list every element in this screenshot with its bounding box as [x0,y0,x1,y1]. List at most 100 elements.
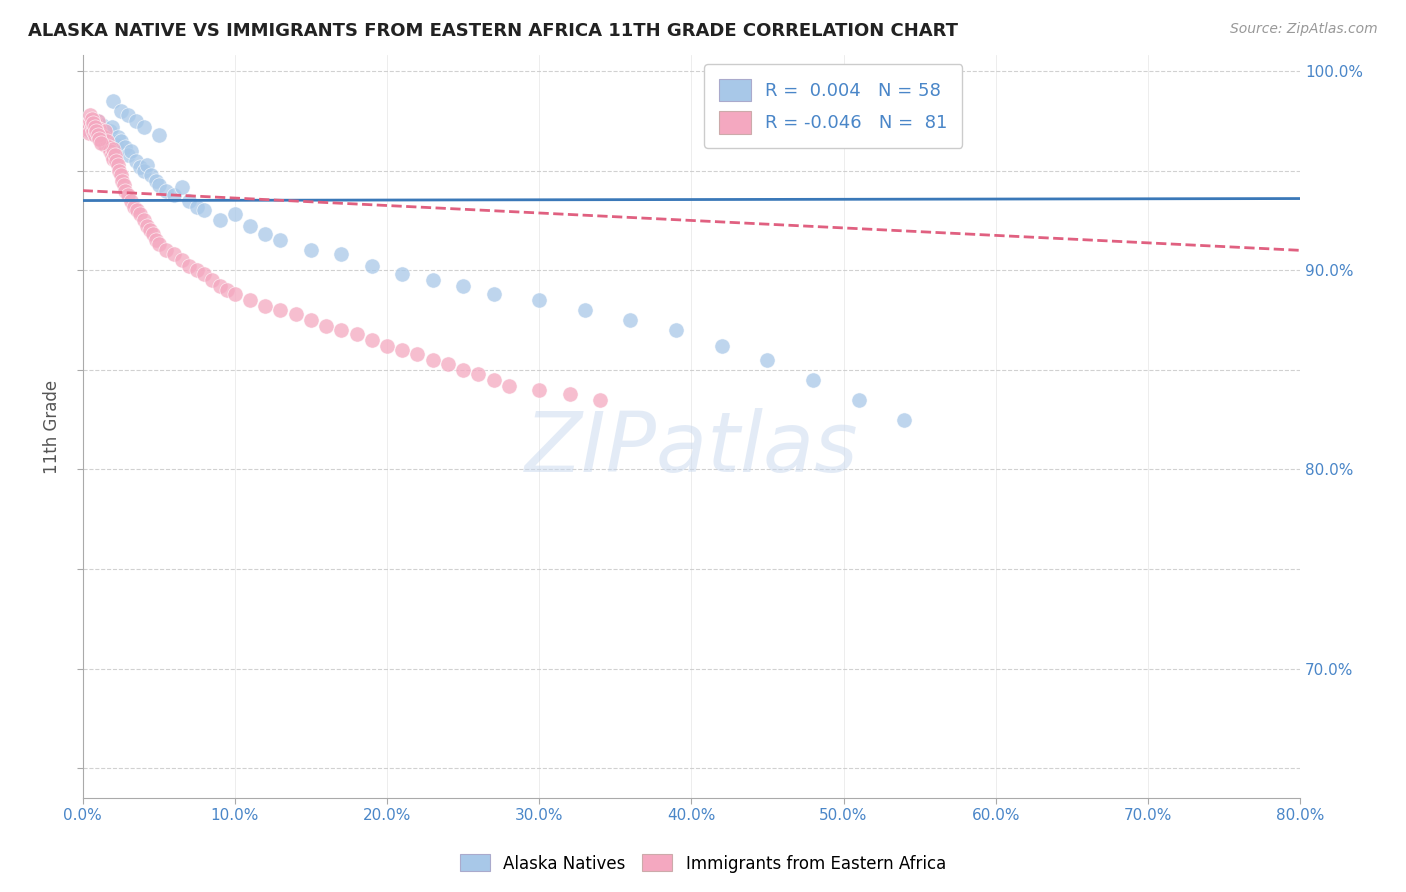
Point [129,160,152,174]
Point [254,299,277,313]
Point [239,293,262,307]
Point [77,126,100,140]
Point [117,108,139,122]
Point [89,121,111,136]
Point [87,114,110,128]
Point [201,273,224,287]
Point [179,194,201,208]
Point [186,200,208,214]
Point [239,219,262,234]
Point [406,347,429,361]
Point [139,168,162,182]
Point [105,137,128,152]
Point [254,227,277,242]
Text: Source: ZipAtlas.com: Source: ZipAtlas.com [1230,22,1378,37]
Point [299,313,322,327]
Point [193,203,215,218]
Point [100,120,122,134]
Point [80,112,103,126]
Point [79,108,101,122]
Point [170,179,193,194]
Point [437,357,460,371]
Point [482,287,505,301]
Point [193,267,215,281]
Point [79,114,101,128]
Point [893,412,915,426]
Point [451,363,474,377]
Point [186,263,208,277]
Point [269,233,291,247]
Point [93,129,115,144]
Point [107,158,129,172]
Point [112,178,135,192]
Point [132,120,155,134]
Point [124,200,146,214]
Point [120,144,142,158]
Point [619,313,641,327]
Point [848,392,870,407]
Point [101,142,124,156]
Point [98,124,121,138]
Point [83,116,105,130]
Point [127,203,149,218]
Legend: R =  0.004   N = 58, R = -0.046   N =  81: R = 0.004 N = 58, R = -0.046 N = 81 [704,64,962,148]
Point [125,114,148,128]
Y-axis label: 11th Grade: 11th Grade [44,379,60,474]
Text: ZIPatlas: ZIPatlas [524,409,858,490]
Point [82,116,104,130]
Point [90,126,112,140]
Point [86,120,108,134]
Point [145,233,167,247]
Point [208,279,231,293]
Point [148,178,170,192]
Point [145,173,167,187]
Point [110,103,132,118]
Point [83,128,105,142]
Point [360,333,382,347]
Point [148,237,170,252]
Point [346,326,368,341]
Point [120,194,142,208]
Point [87,128,110,142]
Point [98,144,121,158]
Point [90,128,112,142]
Point [100,147,122,161]
Point [422,273,444,287]
Point [155,184,177,198]
Point [132,163,155,178]
Point [142,227,165,242]
Point [558,386,581,401]
Point [108,163,131,178]
Point [104,147,127,161]
Point [110,168,132,182]
Point [83,120,105,134]
Point [79,124,101,138]
Legend: Alaska Natives, Immigrants from Eastern Africa: Alaska Natives, Immigrants from Eastern … [453,847,953,880]
Point [105,153,128,168]
Point [217,283,239,297]
Point [391,267,413,281]
Point [422,352,444,367]
Point [91,118,114,132]
Point [148,128,170,142]
Point [96,128,118,142]
Point [101,94,124,108]
Point [360,260,382,274]
Point [97,140,120,154]
Point [527,293,550,307]
Point [208,213,231,227]
Point [75,118,97,132]
Point [170,253,193,268]
Point [527,383,550,397]
Point [163,187,186,202]
Point [129,207,152,221]
Point [89,132,111,146]
Point [284,307,307,321]
Point [101,144,124,158]
Point [224,287,246,301]
Point [117,187,139,202]
Point [330,247,353,261]
Point [665,323,688,337]
Point [224,207,246,221]
Point [87,126,110,140]
